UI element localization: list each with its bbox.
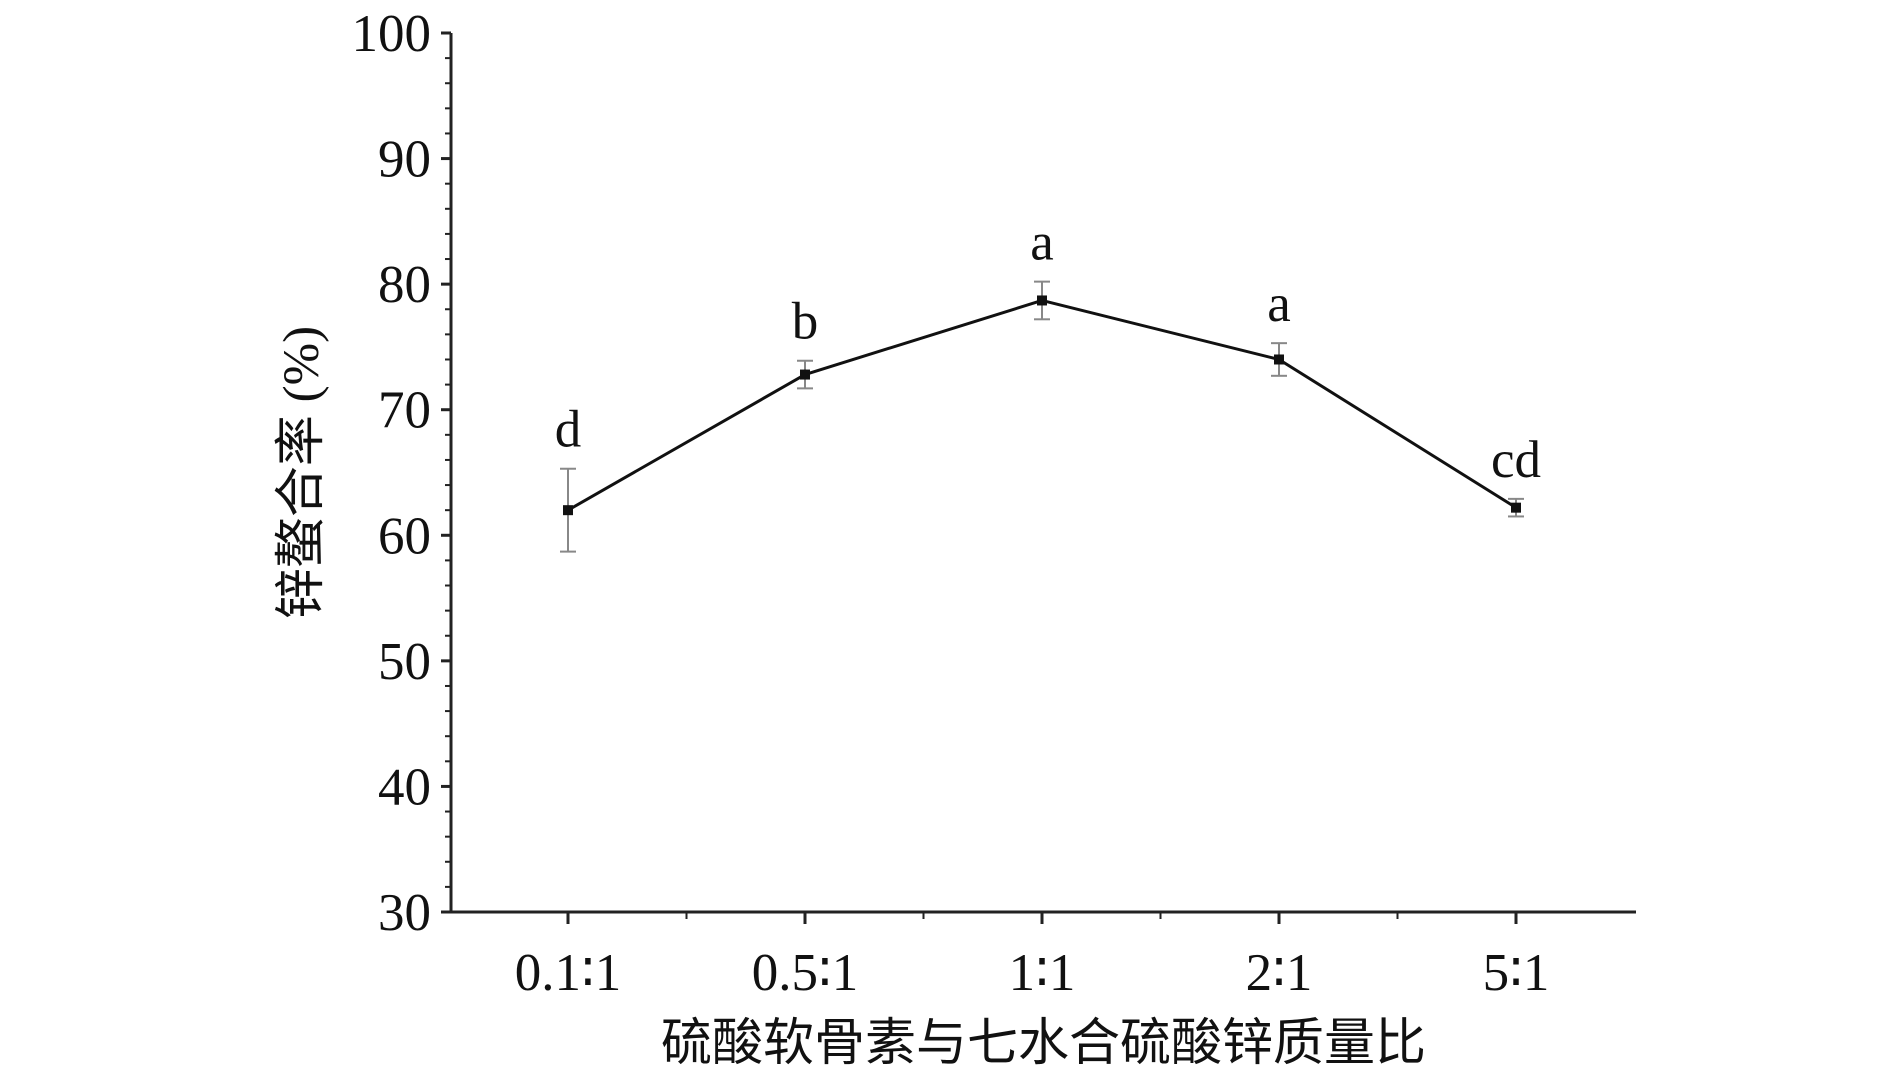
x-tick-label: 0.1∶1: [515, 944, 622, 1002]
x-tick-label: 1∶1: [1009, 944, 1076, 1002]
y-tick-label: 50: [378, 633, 431, 691]
y-tick-label: 70: [378, 382, 431, 440]
y-tick-label: 40: [378, 758, 431, 816]
error-bars: [560, 280, 1524, 553]
significance-label: a: [1030, 214, 1054, 272]
data-point: [800, 369, 810, 380]
y-axis-title: 锌螯合率 (%): [274, 326, 330, 619]
series-line: [567, 298, 1517, 512]
data-point: [1511, 502, 1521, 513]
y-tick-label: 90: [378, 131, 431, 189]
x-tick-label: 0.5∶1: [752, 944, 859, 1002]
significance-label: cd: [1491, 431, 1541, 489]
x-axis-title: 硫酸软骨素与七水合硫酸锌质量比: [661, 1016, 1426, 1072]
y-tick-label: 100: [352, 5, 432, 63]
x-tick-label: 2∶1: [1246, 944, 1313, 1002]
significance-label: a: [1267, 275, 1291, 333]
y-tick-label: 30: [378, 884, 431, 942]
significance-labels: d b a a cd: [555, 214, 1541, 489]
data-point: [1037, 295, 1047, 306]
data-points: [563, 295, 1521, 516]
data-point: [1274, 354, 1284, 365]
data-point: [563, 505, 573, 516]
significance-label: b: [792, 293, 819, 351]
ticks: 30 40 50 60 70 80 90 100 0.1∶1 0.5∶1 1∶1 2∶1 5∶1: [352, 5, 1550, 1002]
x-tick-label: 5∶1: [1483, 944, 1550, 1002]
y-tick-label: 60: [378, 507, 431, 565]
significance-label: d: [555, 401, 582, 459]
series-line-group: [567, 298, 1517, 512]
y-tick-label: 80: [378, 256, 431, 314]
